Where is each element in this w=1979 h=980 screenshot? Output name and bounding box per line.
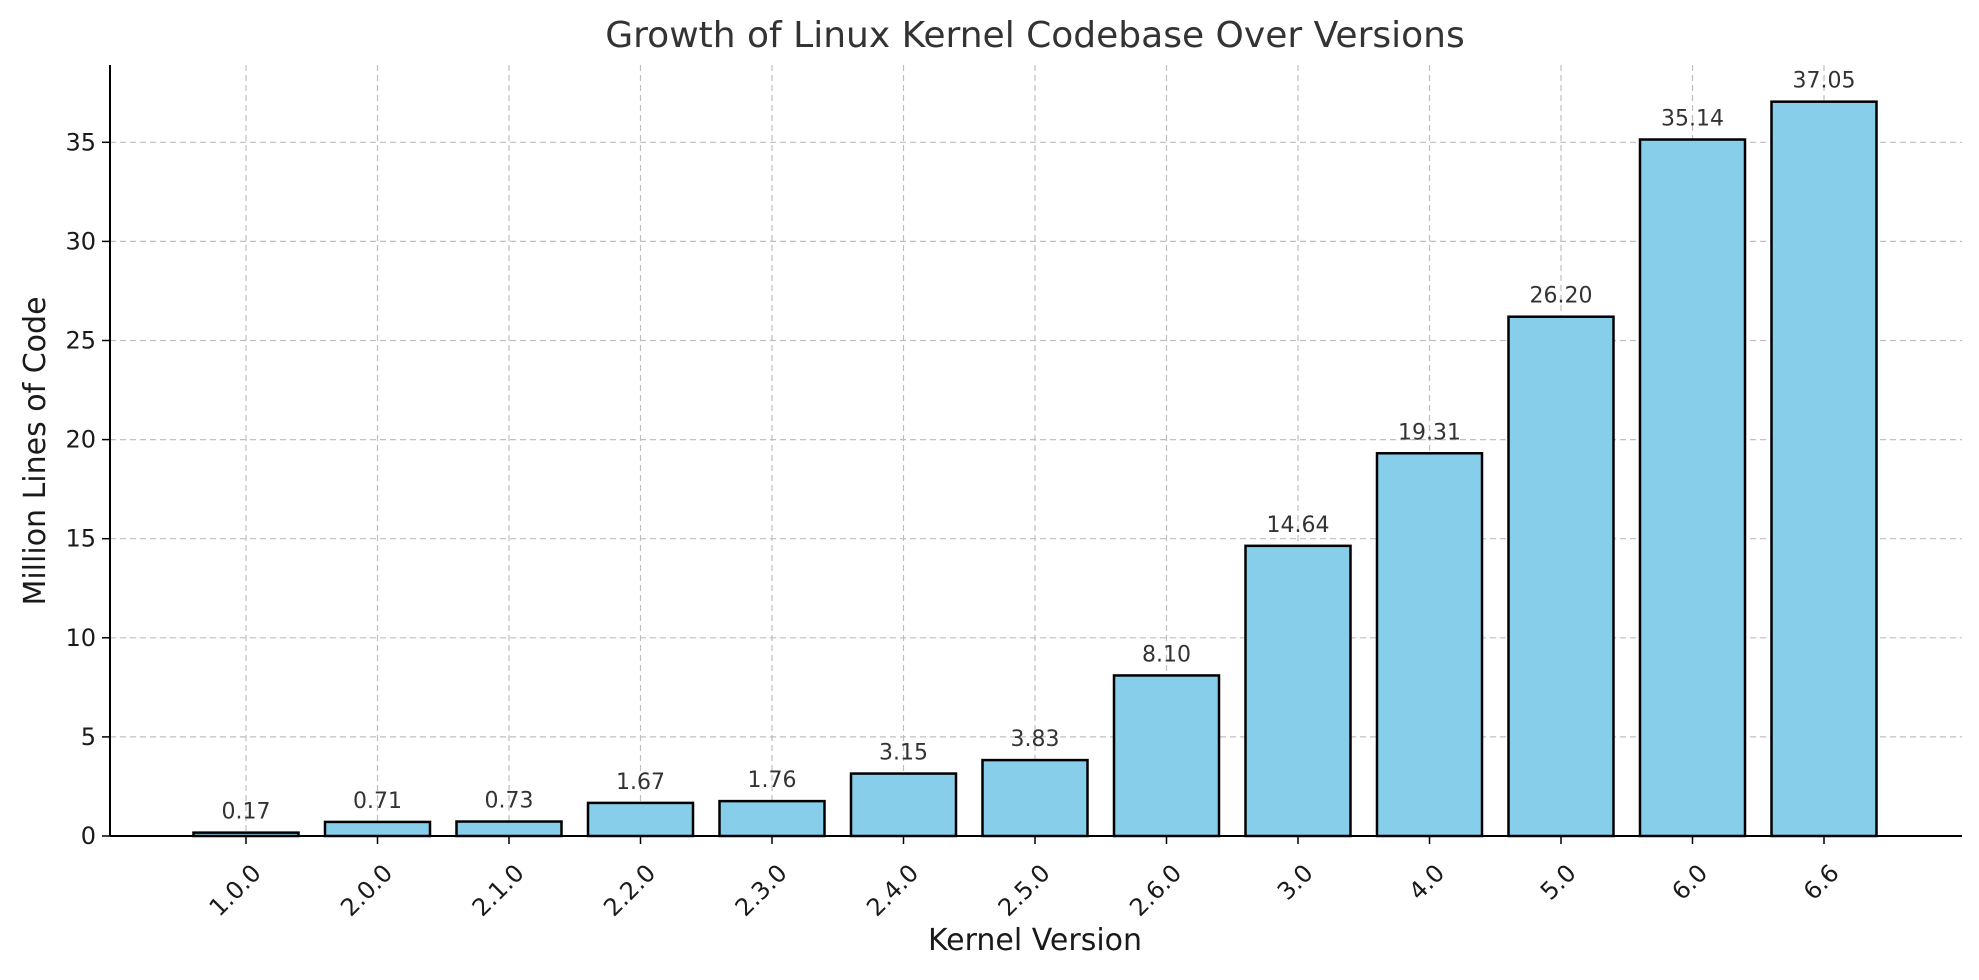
- bar-4.0: [1375, 452, 1484, 838]
- data-label: 8.10: [1142, 642, 1191, 667]
- x-tick-label: 6.6: [1798, 859, 1845, 906]
- y-tick-label: 20: [65, 426, 96, 454]
- bar-2.0.0: [323, 820, 432, 838]
- bar-3.0: [1244, 544, 1352, 838]
- x-tick-label: 2.1.0: [467, 859, 530, 922]
- x-tick-label: 6.0: [1666, 859, 1713, 906]
- x-ticks: 1.0.0 2.0.0 2.1.0 2.2.0 2.3.0 2.4.0 2.5.0 2.6.0…: [204, 836, 1845, 922]
- y-tick-label: 25: [65, 326, 96, 354]
- data-label: 1.76: [748, 768, 797, 793]
- x-tick-label: 2.4.0: [861, 859, 924, 922]
- data-label: 26.20: [1530, 284, 1593, 309]
- y-tick-label: 10: [65, 624, 96, 652]
- data-label: 3.83: [1011, 727, 1060, 752]
- x-tick-label: 1.0.0: [204, 859, 267, 922]
- bar-2.6.0: [1112, 674, 1221, 838]
- axes: [109, 65, 1962, 837]
- chart-title: Growth of Linux Kernel Codebase Over Ver…: [605, 15, 1464, 56]
- data-label: 19.31: [1398, 420, 1461, 445]
- data-label: 3.15: [879, 741, 928, 766]
- y-tick-label: 35: [65, 128, 96, 156]
- x-tick-label: 4.0: [1403, 859, 1450, 906]
- data-label: 37.05: [1793, 69, 1856, 94]
- data-label: 35.14: [1661, 107, 1724, 132]
- data-label: 0.73: [485, 789, 534, 814]
- x-tick-label: 3.0: [1272, 859, 1319, 906]
- y-tick-label: 0: [81, 822, 96, 850]
- bar-2.1.0: [455, 820, 563, 838]
- y-ticks: 0 5 10 15 20 25 30 35: [65, 128, 110, 850]
- x-tick-label: 2.6.0: [1124, 859, 1187, 922]
- bars: [192, 100, 1878, 838]
- bar-2.3.0: [718, 799, 826, 838]
- data-label: 0.71: [353, 789, 402, 814]
- bar-2.4.0: [849, 772, 958, 838]
- y-axis-title: Million Lines of Code: [18, 296, 53, 605]
- data-label: 0.17: [222, 800, 271, 825]
- x-tick-label: 2.0.0: [335, 859, 398, 922]
- bar-2.2.0: [586, 801, 695, 838]
- x-tick-label: 2.2.0: [598, 859, 661, 922]
- bar-6.6: [1770, 100, 1878, 838]
- data-label: 14.64: [1267, 513, 1330, 538]
- bar-5.0: [1507, 315, 1615, 838]
- bar-6.0: [1638, 138, 1747, 838]
- x-tick-label: 2.3.0: [730, 859, 793, 922]
- x-tick-label: 2.5.0: [993, 859, 1056, 922]
- x-tick-label: 5.0: [1535, 859, 1582, 906]
- y-tick-label: 15: [65, 525, 96, 553]
- data-labels: 0.17 0.71 0.73 1.67 1.76 3.15 3.83 8.10 14.64 19.…: [222, 69, 1856, 825]
- y-tick-label: 5: [81, 723, 96, 751]
- y-tick-label: 30: [65, 227, 96, 255]
- bar-2.5.0: [981, 758, 1089, 838]
- x-axis-title: Kernel Version: [928, 923, 1142, 958]
- data-label: 1.67: [616, 770, 665, 795]
